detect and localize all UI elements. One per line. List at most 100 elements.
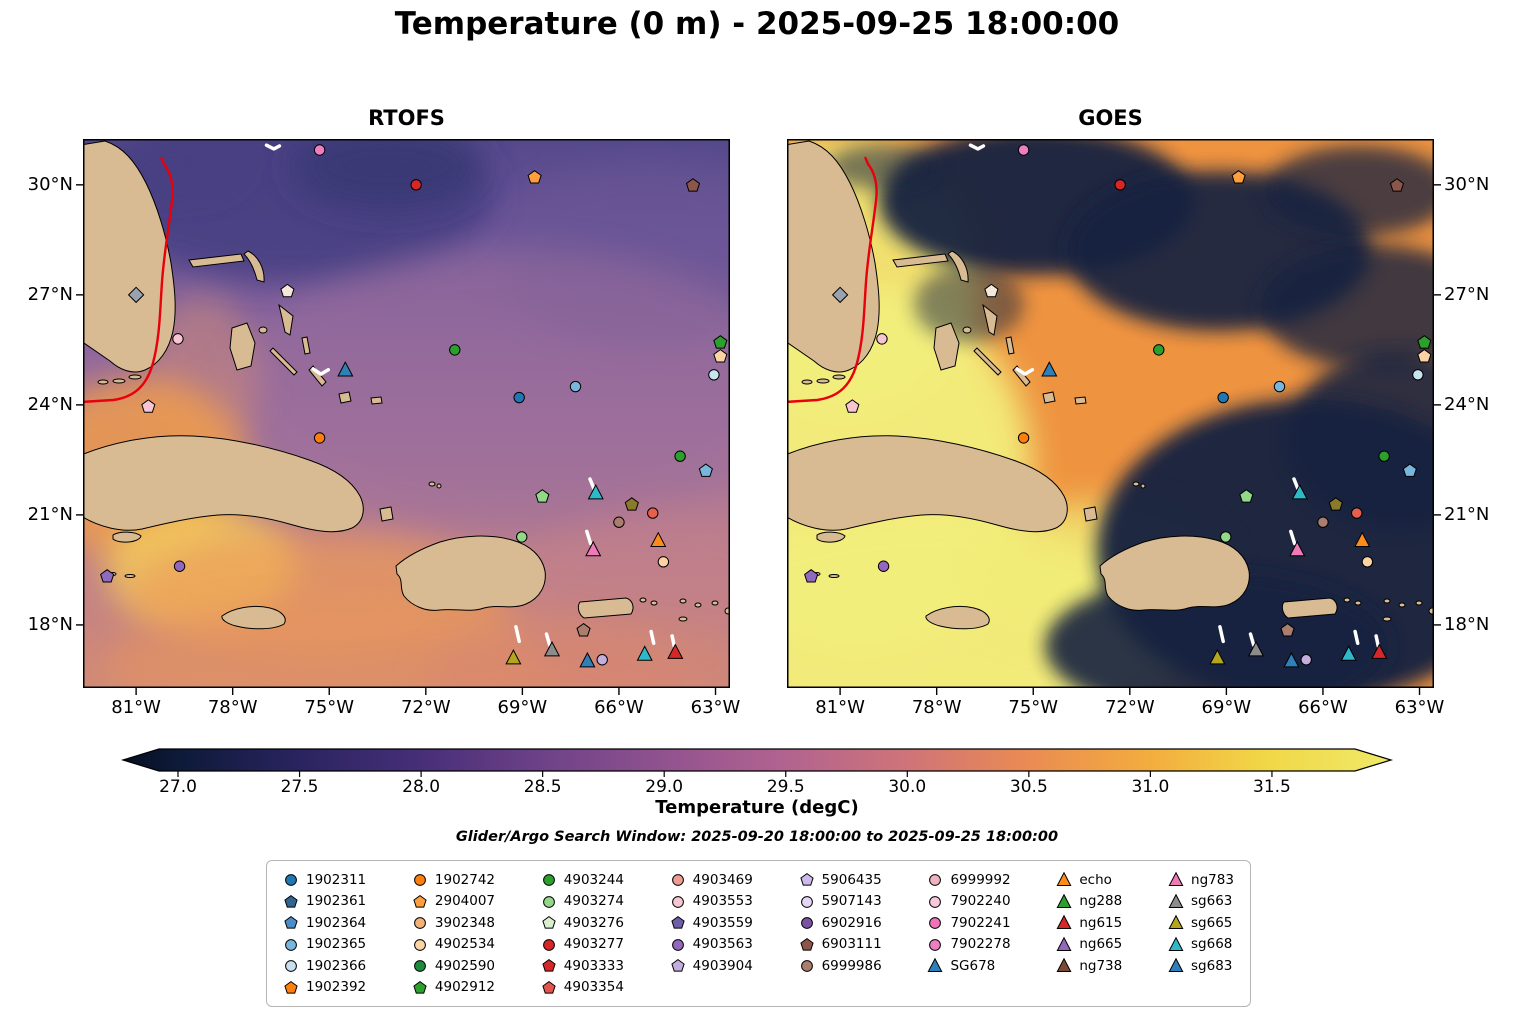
lat-tick-label: 30°N (1444, 173, 1490, 195)
pentagon-marker-icon (799, 937, 814, 951)
marker-triangle (505, 648, 522, 665)
circle-marker-icon (413, 938, 426, 951)
marker-circle (1378, 450, 1390, 462)
marker-circle (569, 380, 582, 393)
circle-marker-icon (413, 917, 426, 930)
marker-triangle (1041, 361, 1058, 377)
marker-pentagon (284, 916, 298, 929)
colorbar-tick-label: 27.5 (280, 777, 319, 797)
legend-label: 4903244 (563, 871, 624, 888)
legend-label: 7902240 (950, 893, 1011, 910)
colorbar-tick-label: 28.5 (523, 777, 562, 797)
panel-title-rtofs: RTOFS (368, 106, 445, 130)
marker-pentagon (1239, 489, 1254, 503)
marker-circle (413, 938, 426, 951)
axis-ticks (76, 184, 717, 695)
marker-circle (671, 874, 684, 887)
figure-title: Temperature (0 m) - 2025-09-25 18:00:00 (394, 6, 1120, 42)
triangle-marker-icon (1168, 893, 1184, 908)
legend-label: 4903563 (692, 936, 753, 953)
triangle-marker-icon (1056, 957, 1072, 973)
search-window-subtitle: Glider/Argo Search Window: 2025-09-20 18… (455, 829, 1059, 845)
legend-item: ng665 (1056, 934, 1122, 956)
lon-tick-label: 75°W (1008, 697, 1059, 718)
circle-marker-icon (929, 895, 942, 908)
legend-item: 7902240 (927, 891, 1011, 913)
lon-tick-label: 66°W (594, 697, 644, 718)
glider-track (1353, 629, 1360, 646)
legend-label: SG678 (950, 957, 996, 974)
marker-circle (674, 450, 686, 462)
legend-label: 6999986 (821, 957, 882, 974)
triangle-marker-icon (1168, 936, 1184, 951)
legend-label: ng738 (1079, 957, 1123, 974)
glider-track (968, 143, 986, 151)
legend-item: 4903469 (670, 869, 753, 891)
triangle-marker-icon (1056, 893, 1072, 908)
legend-label: 1902364 (306, 914, 367, 931)
pentagon-marker-icon (542, 959, 556, 972)
marker-pentagon (698, 463, 713, 477)
legend-label: 1902366 (306, 957, 367, 974)
marker-triangle (1168, 936, 1184, 951)
marker-pentagon (1280, 622, 1295, 637)
legend-label: 4903277 (563, 936, 624, 953)
marker-pentagon (799, 873, 814, 886)
legend-item: 1902311 (283, 869, 366, 891)
legend-item: 4902534 (412, 934, 495, 956)
triangle-marker-icon (1056, 936, 1072, 951)
marker-pentagon (280, 283, 295, 298)
circle-marker-icon (285, 960, 297, 973)
legend-item: 1902366 (283, 955, 366, 977)
marker-circle (929, 917, 942, 930)
pentagon-marker-icon (284, 916, 298, 929)
axes-frame (83, 139, 730, 688)
marker-triangle (585, 540, 602, 557)
marker-circle (410, 179, 422, 191)
legend-item: 4903354 (541, 977, 624, 999)
marker-circle (285, 874, 297, 887)
legend-item: ng783 (1168, 869, 1234, 891)
marker-circle (657, 556, 670, 568)
legend-label: 4902590 (434, 957, 496, 974)
marker-triangle (1247, 640, 1265, 657)
legend-item: 2904007 (412, 891, 495, 913)
pentagon-marker-icon (413, 980, 427, 994)
lat-tick-label: 18°N (1444, 613, 1490, 635)
colorbar-tick-label: 28.0 (402, 777, 441, 797)
glider-track (264, 143, 282, 151)
legend-label: 5906435 (821, 871, 882, 888)
legend-item: ng288 (1056, 891, 1122, 913)
marker-circle (285, 938, 297, 951)
marker-pentagon (527, 170, 542, 184)
marker-circle (1114, 179, 1126, 191)
pentagon-marker-icon (671, 916, 685, 929)
marker-pentagon (576, 622, 591, 637)
marker-circle (1361, 556, 1374, 568)
circle-marker-icon (929, 917, 942, 930)
legend-label: echo (1079, 871, 1112, 888)
marker-circle (1351, 507, 1363, 519)
lat-tick-label: 21°N (27, 503, 73, 525)
legend-label: 4902912 (434, 979, 496, 996)
marker-triangle (1168, 893, 1184, 908)
marker-triangle (1056, 936, 1072, 951)
marker-pentagon (624, 497, 639, 511)
legend-item: 7902241 (927, 912, 1011, 934)
marker-circle (1273, 380, 1286, 393)
marker-circle (1220, 531, 1232, 543)
circle-marker-icon (285, 874, 297, 887)
marker-circle (285, 960, 297, 973)
legend-item: 6903111 (799, 934, 882, 956)
legend-label: 3902348 (434, 914, 496, 931)
legend-item: 4903333 (541, 955, 624, 977)
marker-circle (876, 333, 888, 345)
marker-circle (413, 960, 426, 973)
legend-item: 4903244 (541, 869, 624, 891)
legend-label: 4903274 (563, 893, 624, 910)
glider-track (649, 629, 656, 646)
lon-tick-label: 81°W (111, 697, 161, 718)
triangle-marker-icon (1056, 914, 1072, 930)
marker-pentagon (284, 894, 298, 908)
marker-circle (1017, 144, 1030, 156)
